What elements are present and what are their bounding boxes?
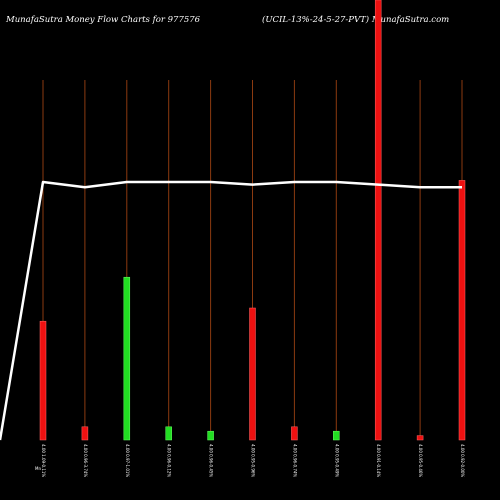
inflow-bar: [333, 430, 340, 441]
outflow-bar: [458, 180, 466, 441]
volume-bars: [39, 0, 466, 441]
first-tick-prefix: Mn: [35, 466, 41, 471]
outflow-bar: [249, 307, 256, 441]
outflow-bar: [291, 426, 298, 441]
x-tick-label: 4.00 0.96-3.74%: [83, 444, 88, 477]
outflow-bar: [39, 320, 47, 441]
outflow-bar: [374, 0, 382, 441]
x-tick-label: 4.00 0.95-0.96%: [251, 444, 256, 477]
x-tick-label: 4.00 0.92-0.00%: [460, 444, 465, 477]
inflow-bar: [123, 276, 131, 441]
x-tick-label: 4.00 0.95-0.49%: [334, 444, 339, 477]
x-tick-label: 4.00 0.96-0.12%: [167, 444, 172, 477]
x-tick-label: 4.00 0.96-0.74%: [292, 444, 297, 477]
price-line-layer: [0, 180, 462, 441]
x-tick-label: 4.00 0.91-0.14%: [376, 444, 381, 477]
inflow-bar: [165, 426, 172, 441]
chart-title-right: (UCIL-13%-24-5-27-PVT) MunafaSutra.com: [262, 14, 449, 25]
inflow-bar: [207, 430, 214, 441]
outflow-bar: [416, 435, 424, 441]
outflow-bar: [81, 426, 89, 441]
x-tick-label: 4.00 0.96-0.45%: [209, 444, 214, 477]
chart-title-left: MunafaSutra Money Flow Charts for 977576: [5, 15, 201, 25]
x-tick-label: 4.00 0.97-1.01%: [125, 444, 130, 477]
x-tick-labels: 4.00 1.09-0.11% 4.00 0.96-3.74% 4.00 0.97-…: [35, 444, 465, 477]
x-tick-label: 4.00 0.95-0.46%: [418, 444, 423, 477]
price-line: [0, 180, 462, 441]
x-tick-label: 4.00 1.09-0.11%: [41, 444, 46, 477]
